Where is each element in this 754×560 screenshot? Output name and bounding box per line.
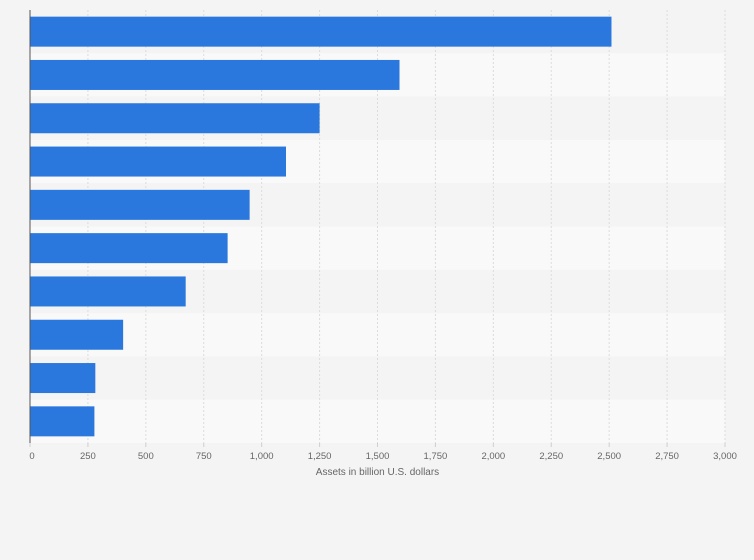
x-tick-label: 250: [80, 451, 96, 462]
x-tick-label: 2,750: [655, 451, 679, 462]
bar: [30, 59, 400, 90]
x-tick-label: 3,000: [713, 451, 737, 462]
bar: [30, 319, 124, 350]
x-tick-label: 1,750: [424, 451, 448, 462]
x-tick-label: 1,500: [366, 451, 390, 462]
bar: [30, 233, 228, 264]
x-tick-label: 750: [196, 451, 212, 462]
bar: [30, 189, 250, 220]
x-axis-title: Assets in billion U.S. dollars: [316, 467, 439, 478]
x-tick-label: 500: [138, 451, 154, 462]
x-axis-ticks: 0 250 500 750 1,000 1,250 1,500 1,750 2,000 2,250…: [29, 443, 737, 462]
bar: [30, 406, 95, 437]
x-tick-label: 1,000: [250, 451, 274, 462]
bar: [30, 16, 612, 47]
x-tick-label: 0: [29, 451, 34, 462]
bar: [30, 146, 286, 177]
bar: [30, 103, 320, 134]
x-tick-label: 1,250: [308, 451, 332, 462]
bars: [30, 16, 612, 437]
bar: [30, 363, 96, 394]
x-tick-label: 2,500: [597, 451, 621, 462]
x-tick-label: 2,250: [539, 451, 563, 462]
bar: [30, 276, 186, 307]
x-tick-label: 2,000: [481, 451, 505, 462]
